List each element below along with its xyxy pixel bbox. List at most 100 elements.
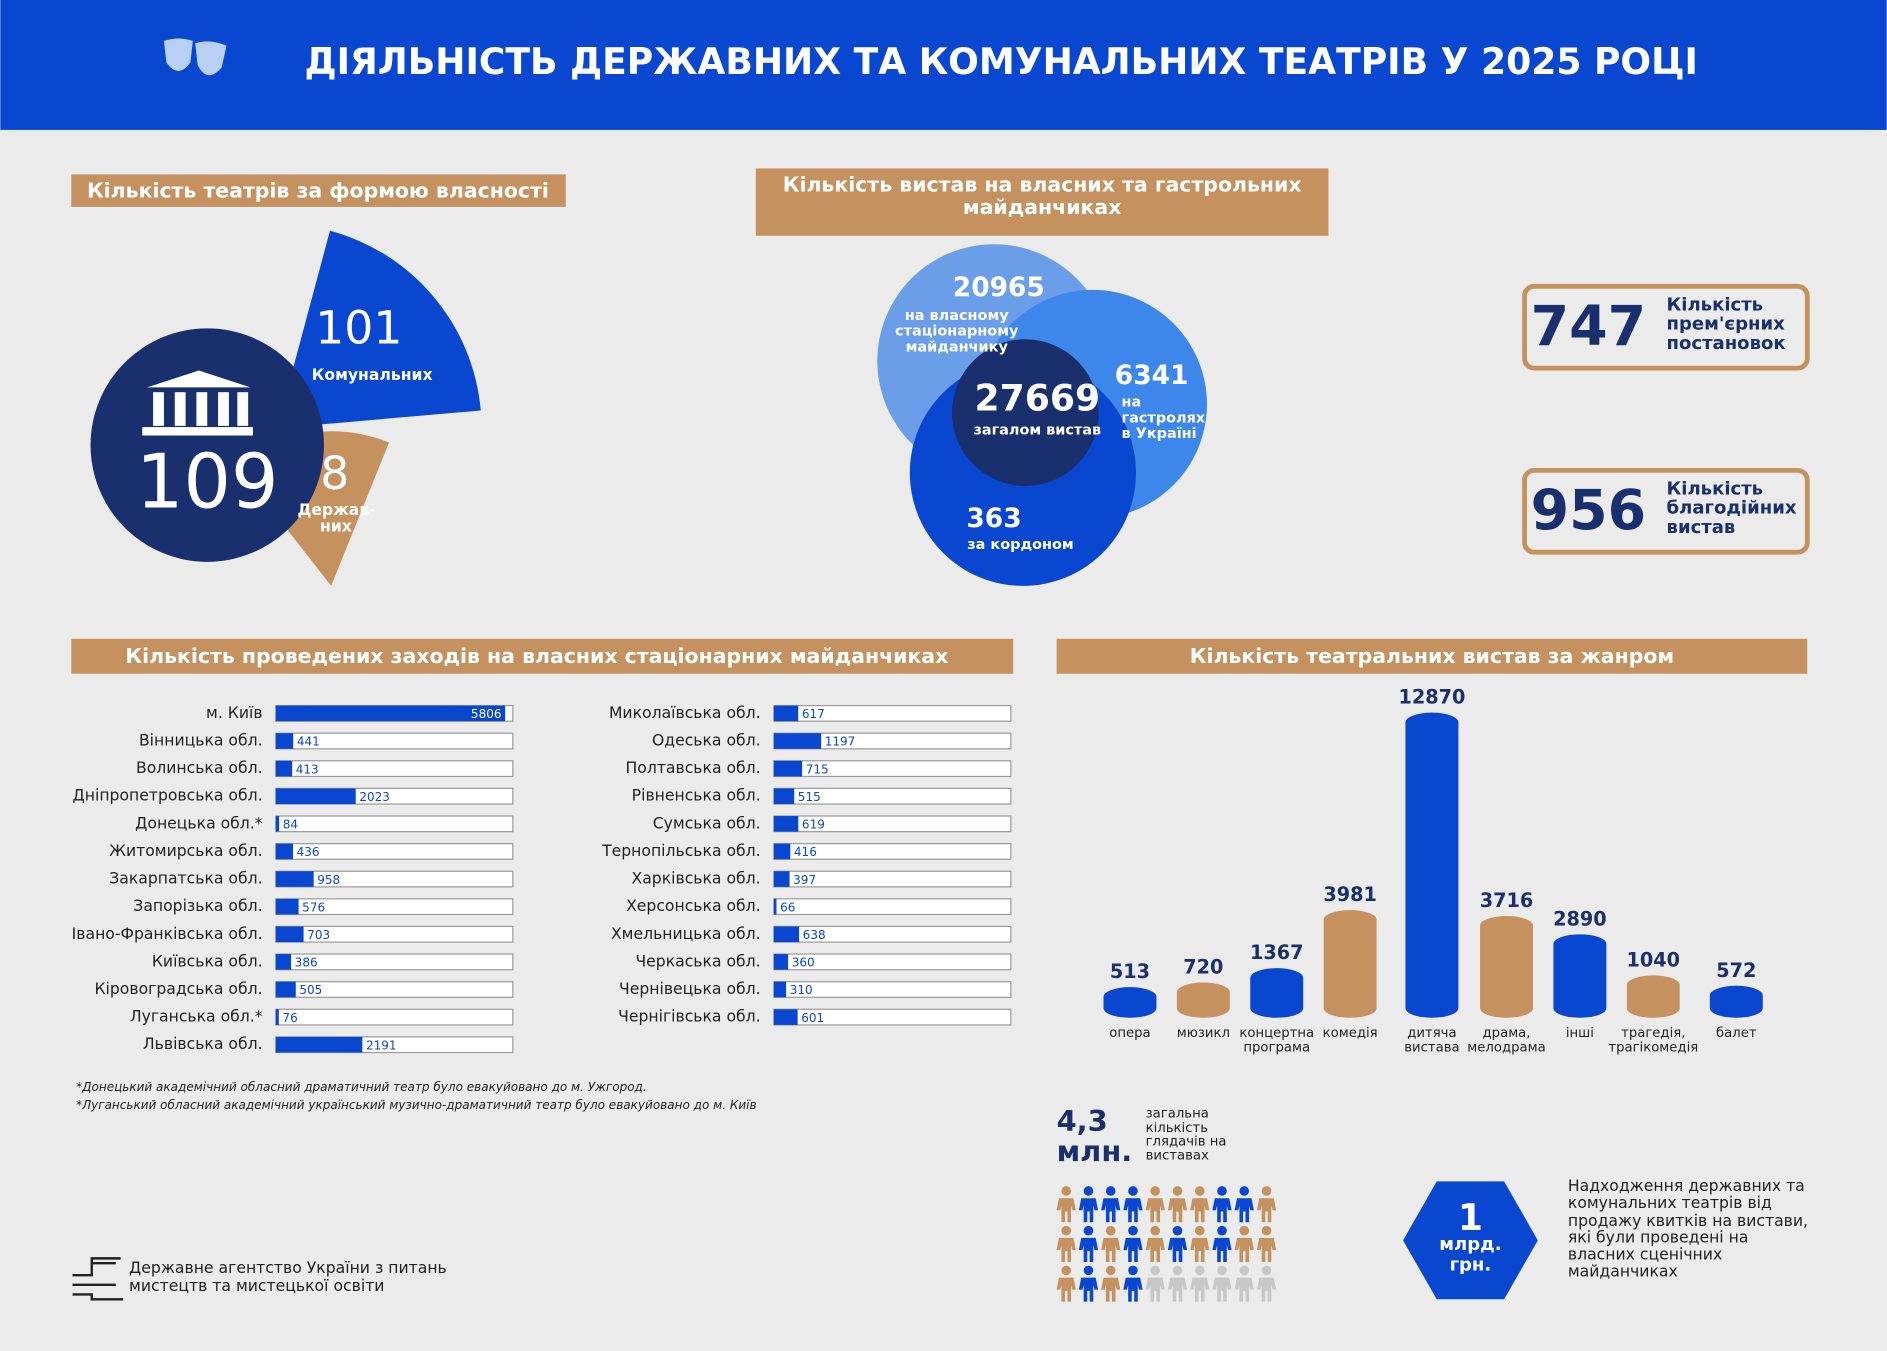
bar-track [275,1008,514,1026]
person-body [1190,1237,1210,1262]
building-base [142,427,253,436]
person-body [1234,1277,1254,1302]
person-body [1145,1198,1165,1223]
bar-category: Дніпропетровська обл. [73,786,263,805]
venn-label: на власному стаціонарному майданчику [895,307,1019,356]
building-column [218,392,229,426]
bar [773,705,799,722]
bar [275,981,296,998]
stat-box [1522,283,1810,371]
person-body [1256,1237,1277,1262]
bar-track [275,815,514,833]
bar [275,871,314,887]
bar-value: 441 [297,735,320,749]
bar-category: Кіровоградська обл. [94,979,262,998]
person-head [1083,1225,1094,1236]
person-head [1061,1225,1072,1236]
masks-icon [163,38,227,76]
person-icon [1167,1225,1188,1262]
bar [275,816,280,832]
person-head [1128,1225,1138,1236]
bar-category: Львівська обл. [143,1034,263,1053]
bar-category: Івано-Франківська обл. [72,924,263,943]
person-body [1256,1277,1277,1302]
bar [773,816,799,832]
bar [275,926,304,943]
person-head [1261,1265,1272,1276]
person-body [1056,1198,1076,1223]
stat-label: Кількість благодійних вистав [1666,480,1797,538]
bar-value: 505 [299,983,322,997]
bar-category-box: трагедія, трагікомедія [1608,1026,1698,1055]
person-icon [1101,1225,1121,1262]
person-body [1101,1198,1121,1223]
person-body [1101,1277,1121,1302]
person-icon [1212,1265,1232,1302]
building-column [174,392,186,426]
bar-value: 386 [295,956,318,970]
person-icon [1190,1186,1210,1223]
cylinder-bar [1553,934,1607,1018]
section-header-box [71,638,1014,674]
person-body [1078,1237,1099,1262]
person-body [1123,1277,1143,1302]
cylinder-bar [1103,987,1157,1018]
sector-name: Держав-них [297,502,375,537]
bar-category: Харківська обл. [632,869,761,888]
bar-category: Луганська обл.* [130,1007,263,1026]
person-body [1212,1198,1232,1223]
person-icon [1145,1186,1165,1223]
bar-value: 2191 [366,1038,397,1052]
person-icon [1056,1186,1076,1223]
bar-category: Рівненська обл. [632,786,761,805]
audience-value: 4,3 млн. [1056,1106,1133,1169]
person-body [1190,1277,1210,1302]
venn-total-name: загалом вистав [974,423,1102,439]
bar [773,733,822,749]
person-head [1217,1225,1227,1236]
agency-name: Державне агентство України з питань мист… [129,1260,447,1296]
cylinder-bar [1626,975,1680,1018]
bar-value: 703 [307,928,330,942]
person-icon [1234,1265,1254,1302]
person-head [1217,1186,1227,1196]
person-body [1056,1237,1076,1262]
bar-value: 413 [296,762,319,776]
bar-value: 84 [283,818,298,832]
header-banner [0,0,1887,130]
person-icon [1056,1265,1076,1302]
person-icon [1145,1265,1165,1302]
bar-value: 76 [282,1011,297,1025]
bar-category: Вінницька обл. [139,731,263,750]
person-head [1061,1265,1072,1276]
section-title: Кількість театральних вистав за жанром [1190,644,1674,668]
person-body [1190,1198,1210,1223]
stat-label-box: Кількість благодійних вистав [1666,480,1797,538]
bar [275,733,294,749]
bar-category: м. Київ [206,703,263,722]
revenue-unit: млрд. грн. [1439,1234,1502,1275]
revenue-hexagon [1403,1181,1538,1300]
bar-category: Тернопільська обл. [601,841,761,860]
person-body [1123,1237,1143,1262]
page-title: ДІЯЛЬНІСТЬ ДЕРЖАВНИХ ТА КОМУНАЛЬНИХ ТЕАТ… [304,41,1698,83]
total-value: 109 [136,439,278,526]
bar-category: Волинська обл. [136,758,263,777]
bar-category: Житомирська обл. [109,841,262,860]
bar [773,760,803,777]
person-body [1145,1277,1165,1302]
bar-value: 1197 [825,735,856,749]
person-head [1239,1186,1250,1196]
bar-value: 1040 [1627,948,1681,971]
bar [275,954,292,970]
stat-label-box: Кількість прем'єрних постановок [1667,296,1786,352]
bar [275,788,356,805]
bar-category: балет [1715,1026,1757,1041]
bar-category-box: драма, мелодрама [1467,1026,1545,1055]
venn-value: 6341 [1115,360,1189,391]
bar-category-box: концертна програма [1239,1026,1314,1055]
person-head [1061,1186,1072,1196]
agency-name-box: Державне агентство України з питань мист… [129,1260,447,1296]
person-icon [1256,1265,1277,1302]
bar-category-box: балет [1715,1026,1757,1041]
